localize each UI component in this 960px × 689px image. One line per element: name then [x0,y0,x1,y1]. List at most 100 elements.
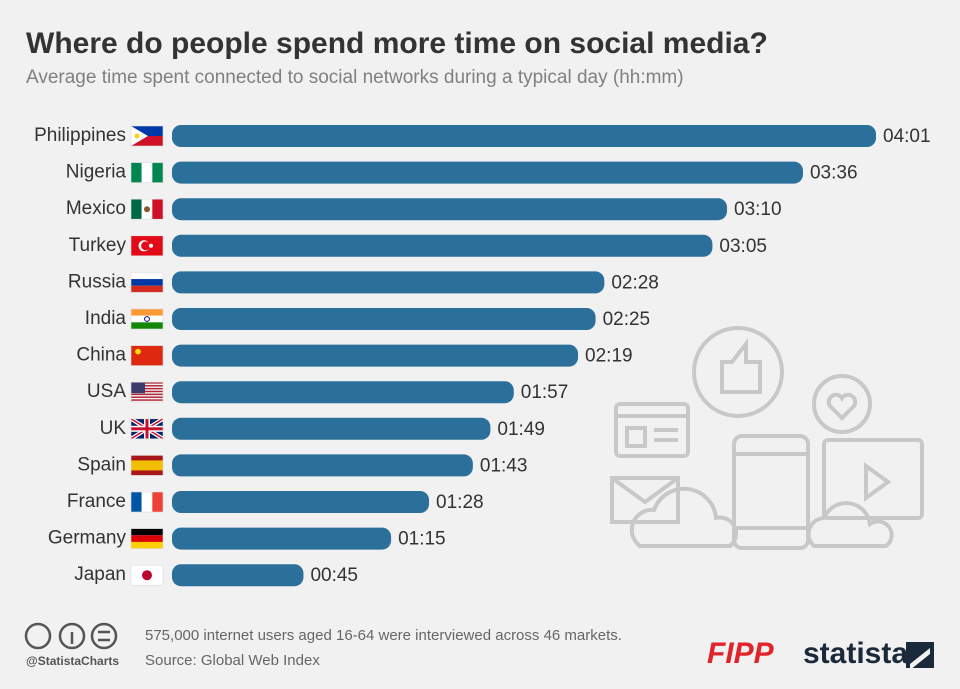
license-icons [24,622,118,650]
flag-part [131,390,163,393]
flag-part [131,279,163,286]
flag [130,528,164,549]
bar [172,271,605,294]
value-label: 01:28 [436,492,484,513]
value-label: 04:01 [883,126,931,147]
category-label: Spain [77,454,126,475]
flag-part [131,315,163,323]
flag-border [130,162,164,183]
category-label: Turkey [69,235,127,256]
flag-part [131,387,163,390]
flag-part [144,316,150,322]
flag-part [131,162,142,183]
flag-border [130,125,164,147]
value-label: 02:19 [585,346,633,367]
value-label: 03:10 [734,199,782,220]
flag [130,564,164,586]
flag [130,272,164,293]
footer-source: Source: Global Web Index [145,652,320,669]
flag [130,125,164,147]
flag [130,235,164,257]
category-label: USA [87,381,126,402]
value-label: 00:45 [310,565,358,586]
flag-part [149,243,153,248]
value-label: 01:43 [480,455,528,476]
flag-part [152,492,163,512]
bar [172,198,728,221]
footer-note: 575,000 internet users aged 16-64 were i… [145,627,622,644]
bar [172,564,304,587]
value-label: 01:15 [398,529,446,550]
flag-border [130,235,164,257]
partner-logo: FIPP [707,637,775,670]
category-label: Russia [68,271,127,292]
flag-part [131,541,163,549]
flag-border [130,198,164,220]
value-label: 01:57 [521,382,569,403]
value-label: 02:28 [611,272,659,293]
category-label: Nigeria [66,162,127,183]
brand-logo: statista [803,637,908,670]
bar [172,344,579,367]
category-label: Philippines [34,125,126,146]
bar [172,161,803,184]
flag-part [131,393,163,396]
flag [130,345,164,366]
bar [172,234,713,257]
bar [172,454,473,477]
flag-part [144,206,150,213]
flag-part [131,345,163,366]
chart-subtitle: Average time spent connected to social n… [26,67,684,88]
flag-part [134,133,140,139]
flag-part [152,199,163,220]
flag-part [131,528,163,536]
value-label: 01:49 [497,419,545,440]
flag [130,198,164,220]
bar [172,417,491,440]
flag [130,381,164,403]
flag [130,491,164,513]
flag [130,455,164,476]
flag-part [131,492,142,512]
value-label: 03:05 [719,236,767,257]
flag-part [141,162,153,183]
flag-border [130,491,164,513]
decorative-icons [610,326,924,550]
flag-border [130,455,164,476]
flag-part [131,136,163,146]
flag-border [130,528,164,549]
bar [172,308,596,330]
flag-part [131,382,163,384]
chart-title: Where do people spend more time on socia… [26,27,768,60]
flag-part [142,570,152,581]
flag [129,417,165,441]
category-label: China [76,345,126,366]
flag [130,162,164,183]
flag-border [130,345,164,366]
flag-border [130,272,164,293]
flag-part [131,272,163,280]
flag [130,308,164,330]
flag-border [130,564,164,586]
flag-part [131,399,163,401]
brand-mark-stripe [910,648,930,670]
flag-part [131,385,163,387]
flag-border [130,381,164,403]
value-label: 02:25 [603,309,651,330]
flag-part [131,322,163,329]
category-label: UK [100,418,127,439]
category-label: Germany [48,528,127,549]
flag-part [131,396,163,398]
flag-part [141,241,150,251]
flag-part [131,199,142,220]
flag-part [135,348,141,355]
footer-handle: @StatistaCharts [26,654,119,668]
bar [172,491,430,513]
category-label: India [85,308,127,329]
flag-part [152,162,163,183]
value-label: 03:36 [810,163,858,184]
flag-part [131,309,163,316]
bar [172,381,514,404]
flag-border [130,418,164,440]
